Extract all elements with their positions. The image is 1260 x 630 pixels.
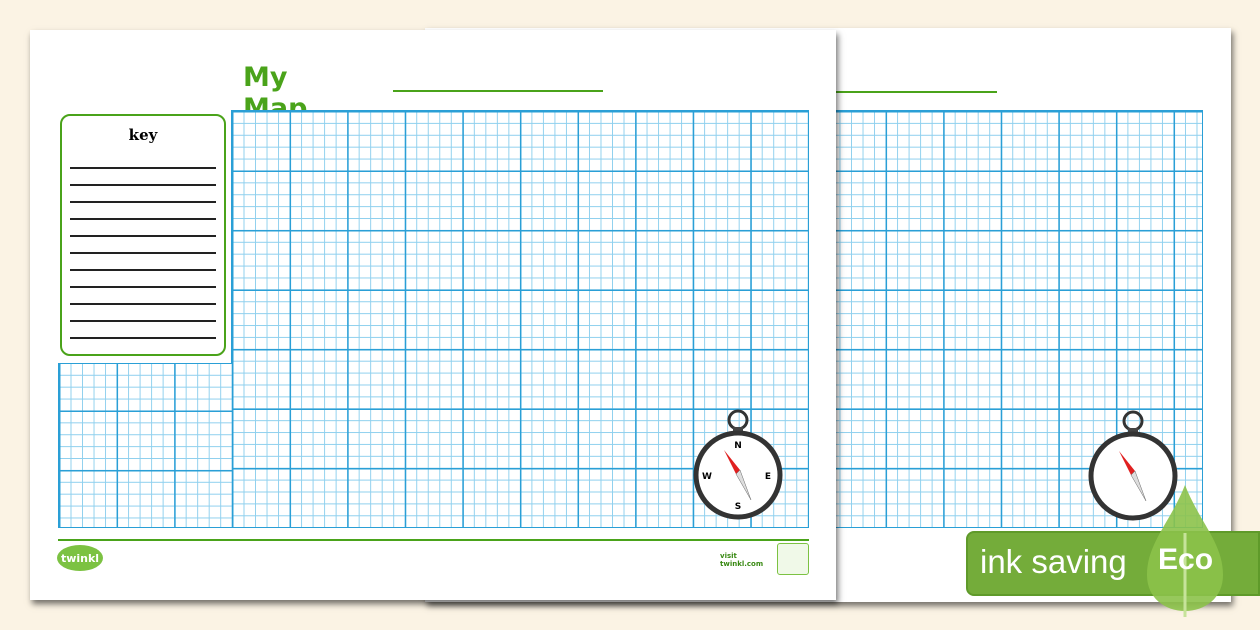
approval-badge — [777, 543, 809, 575]
key-label: key — [128, 126, 158, 144]
key-line — [70, 286, 216, 288]
key-line — [70, 269, 216, 271]
title-underline — [835, 91, 997, 93]
compass-n: N — [734, 441, 742, 451]
key-line — [70, 201, 216, 203]
footer-divider — [58, 539, 809, 541]
key-line — [70, 320, 216, 322]
banner-text: ink saving — [980, 543, 1127, 580]
banner-tag: Eco — [1158, 543, 1214, 576]
leaf-icon — [1147, 485, 1223, 617]
key-box: key — [60, 114, 226, 356]
key-line — [70, 218, 216, 220]
compass-s: S — [735, 502, 741, 512]
key-line — [70, 303, 216, 305]
key-line — [70, 167, 216, 169]
key-line — [70, 235, 216, 237]
compass-w: W — [702, 472, 712, 482]
compass-e: E — [765, 472, 771, 482]
key-line — [70, 184, 216, 186]
footer-link[interactable]: visit twinkl.com — [720, 552, 764, 568]
compass-icon: N E S W — [693, 409, 783, 520]
key-line — [70, 337, 216, 339]
twinkl-logo: twinkl — [57, 545, 103, 571]
compass-icon — [1088, 410, 1178, 521]
map-grid-lower-left — [58, 363, 233, 528]
key-line — [70, 252, 216, 254]
title-underline — [393, 90, 603, 92]
